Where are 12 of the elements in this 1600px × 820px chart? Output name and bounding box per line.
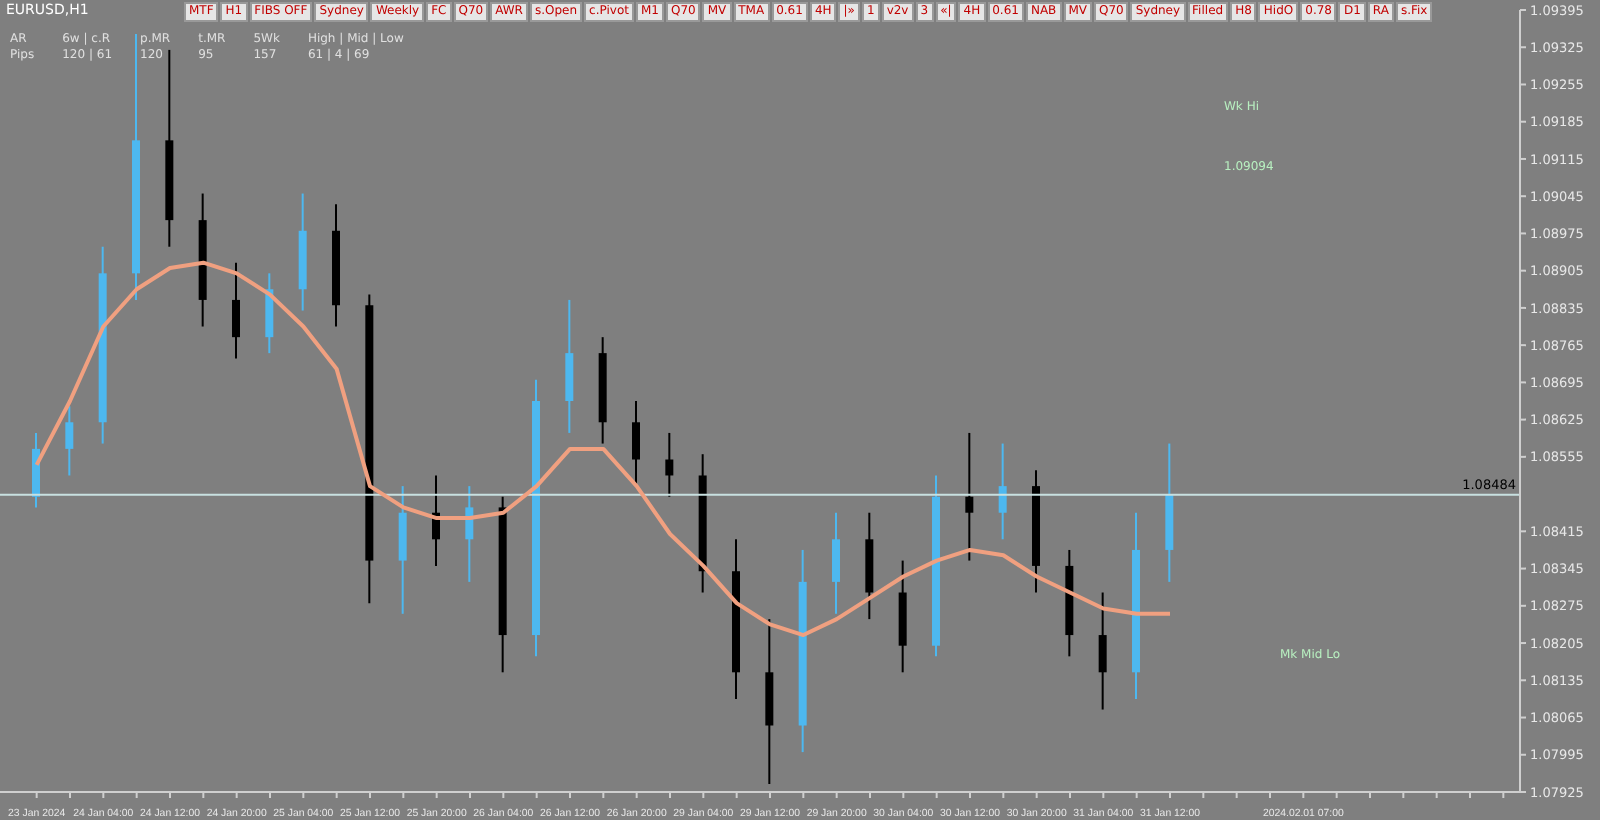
candlestick	[1098, 591, 1107, 711]
candlestick	[398, 485, 407, 615]
candlestick	[565, 298, 574, 434]
candlestick	[832, 511, 840, 615]
candlestick	[65, 405, 74, 477]
candlestick	[665, 431, 674, 498]
candlestick	[632, 400, 640, 488]
candlestick	[265, 272, 274, 355]
candlestick	[998, 442, 1007, 541]
candlestick	[232, 261, 240, 360]
candlestick	[965, 431, 974, 562]
line-series	[34, 260, 1172, 638]
